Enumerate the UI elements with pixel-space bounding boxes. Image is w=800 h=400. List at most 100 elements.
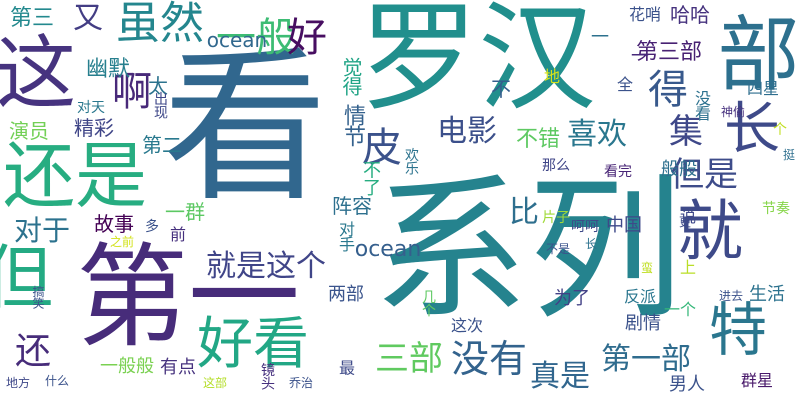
word-zhe: 这	[0, 27, 76, 120]
word-huan: 还	[14, 331, 52, 372]
word-name: 那么	[542, 158, 570, 174]
word-chang2: 长	[584, 237, 598, 251]
word-disanbu: 第三部	[635, 40, 703, 65]
word-zhiqian: 之前	[109, 235, 135, 249]
word-gushi: 故事	[94, 212, 134, 236]
word-danshi: 但是	[670, 155, 738, 195]
word-jiezou: 节奏	[762, 201, 790, 217]
word-juqing: 剧情	[625, 313, 661, 334]
word-jige: 几个	[420, 289, 436, 317]
word-bi: 比	[509, 195, 539, 230]
word-sixing: 四星	[746, 79, 780, 98]
word-meiyou: 没有	[450, 337, 528, 381]
word-zui: 最	[336, 359, 355, 375]
word-zhongguo: 中国	[606, 215, 642, 236]
word-pianzi: 片子	[542, 210, 570, 226]
word-nanren: 男人	[669, 374, 705, 395]
word-gaoxiao: 搞笑	[31, 285, 45, 309]
word-chuxian: 出现	[152, 91, 168, 119]
word-xihuan: 喜欢	[567, 117, 627, 152]
word-qunxing: 群星	[740, 371, 774, 390]
word-jinqu: 进去	[718, 289, 744, 303]
word-kanwan: 看完	[604, 164, 632, 180]
word-shang: 上	[679, 258, 697, 277]
word-ting: 挺	[782, 148, 796, 162]
word-te: 特	[708, 296, 768, 364]
word-de: 得	[648, 67, 688, 113]
word-pi: 皮	[362, 125, 402, 171]
word-duishou: 对手	[336, 220, 355, 252]
word-liangbu: 两部	[328, 284, 364, 305]
word-duiyu: 对于	[13, 214, 71, 247]
word-huashao: 花哨	[628, 5, 662, 24]
word-haokan: 好看	[197, 312, 309, 377]
word-fanpai: 反派	[623, 287, 657, 306]
word-zhenshi: 真是	[530, 359, 590, 394]
word-zhenrong: 阵容	[332, 194, 372, 218]
word-bule: 不了	[360, 160, 381, 196]
word-jiu: 就	[677, 193, 743, 270]
word-shentou: 神偷	[720, 105, 746, 119]
word-bu2: 不	[491, 77, 511, 101]
word-yiqun: 一群	[165, 200, 205, 224]
word-duo: 多	[145, 219, 159, 235]
word-haha: 哈哈	[670, 3, 710, 27]
word-shenme: 什么	[44, 374, 70, 388]
word-xilie: 系列	[373, 159, 683, 341]
word-zhebu: 这部	[202, 376, 228, 390]
word-jingtou: 镜头	[259, 362, 275, 390]
word-shuo: 说	[679, 207, 697, 226]
word-dier: 第二	[142, 133, 182, 157]
word-huanle: 欢乐	[403, 147, 419, 175]
word-hehe: 呵呵	[571, 219, 599, 235]
word-di: 地	[543, 67, 561, 86]
word-yi1: 一	[591, 27, 609, 48]
word-jingcai: 精彩	[74, 116, 114, 140]
word-yi2: 一	[631, 46, 649, 67]
word-quan: 全	[616, 75, 634, 94]
word-jiushizhege: 就是这个	[206, 249, 326, 284]
word-hao: 好	[287, 15, 327, 61]
word-qian: 前	[169, 225, 187, 244]
word-youdian: 有点	[160, 357, 196, 378]
word-juexde: 觉得	[339, 57, 363, 95]
word-sanbu: 三部	[375, 339, 443, 379]
word-ji: 集	[669, 112, 703, 152]
word-yibanban: 一般般	[100, 356, 154, 377]
word-meikan: 没看	[692, 89, 711, 121]
word-yige: 一个	[663, 300, 697, 319]
word-ocean1: ocean	[206, 28, 268, 52]
word-kan: 看	[162, 31, 328, 224]
word-you: 又	[73, 1, 103, 36]
word-haishi: 还是	[2, 134, 148, 218]
word-suiran: 虽然	[116, 0, 204, 49]
word-disan: 第三	[9, 6, 55, 31]
word-dan: 但	[0, 237, 53, 319]
word-yiban: 一般	[216, 15, 296, 61]
word-geng: 更	[678, 215, 692, 229]
word-weile: 为了	[554, 288, 590, 309]
word-zhece: 这次	[450, 316, 484, 335]
word-diyi: 第一	[76, 233, 300, 363]
word-man: 蛮	[640, 261, 654, 275]
word-qiaozhi: 乔治	[288, 376, 314, 390]
word-tai: 太	[148, 74, 168, 98]
word-youmo: 幽默	[85, 57, 131, 82]
word-dianying: 电影	[437, 114, 497, 149]
word-a: 啊	[112, 69, 152, 115]
word-shenghuo: 生活	[749, 284, 785, 305]
word-difang: 地方	[5, 376, 31, 390]
word-qingjie: 情节	[340, 104, 365, 146]
word-bucuo: 不错	[515, 127, 561, 152]
word-chang: 长	[724, 97, 780, 162]
word-duitian: 对天	[77, 100, 105, 116]
word-banban: 般般	[661, 159, 697, 180]
word-yanyuan: 演员	[9, 119, 49, 143]
word-ocean2: ocean	[354, 237, 422, 262]
word-ge: 个	[773, 122, 787, 138]
word-bu: 部	[703, 11, 798, 89]
word-diyibu: 第一部	[601, 342, 691, 377]
word-luohan: 罗汉	[359, 0, 597, 127]
word-bushi: 不是	[545, 242, 571, 256]
